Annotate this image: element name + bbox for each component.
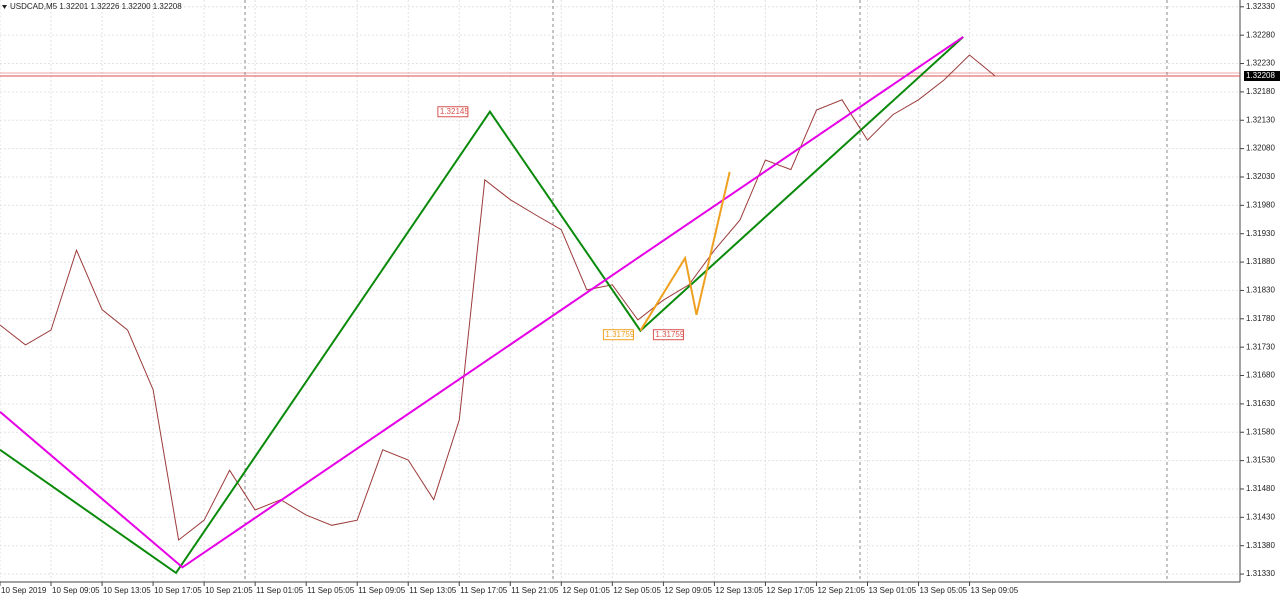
price-line-series [0, 54, 996, 541]
x-tick-label: 10 Sep 17:05 [154, 586, 202, 595]
y-tick-label: 1.32030 [1246, 172, 1275, 181]
y-tick-label: 1.31780 [1246, 314, 1275, 323]
y-tick-label: 1.31530 [1246, 456, 1275, 465]
y-tick-label: 1.31680 [1246, 371, 1275, 380]
y-tick-label: 1.31380 [1246, 541, 1275, 550]
chart-title: USDCAD,M5 1.32201 1.32226 1.32200 1.3220… [10, 2, 182, 11]
x-tick-label: 10 Sep 13:05 [103, 586, 151, 595]
y-tick-label: 1.31880 [1246, 257, 1275, 266]
x-tick-label: 13 Sep 09:05 [971, 586, 1019, 595]
y-tick-label: 1.32080 [1246, 144, 1275, 153]
x-tick-label: 12 Sep 21:05 [817, 586, 865, 595]
x-tick-label: 13 Sep 05:05 [920, 586, 968, 595]
high-label: 1.32145 [440, 107, 469, 116]
zigzag-line [0, 36, 964, 575]
y-tick-label: 1.31580 [1246, 427, 1275, 436]
y-tick-label: 1.31330 [1246, 569, 1275, 578]
x-tick-label: 10 Sep 09:05 [52, 586, 100, 595]
y-tick-label: 1.32180 [1246, 87, 1275, 96]
low-label-box [652, 329, 684, 341]
x-tick-label: 10 Sep 21:05 [205, 586, 253, 595]
x-tick-label: 11 Sep 17:05 [460, 586, 508, 595]
x-tick-label: 12 Sep 17:05 [766, 586, 814, 595]
current-price-box [1244, 71, 1280, 82]
high-label-box [437, 106, 469, 118]
low-label: 1.31759 [605, 330, 634, 339]
y-tick-label: 1.31730 [1246, 342, 1275, 351]
x-tick-label: 11 Sep 13:05 [409, 586, 457, 595]
x-tick-label: 12 Sep 09:05 [664, 586, 712, 595]
x-tick-label: 12 Sep 13:05 [715, 586, 763, 595]
y-tick-label: 1.31980 [1246, 200, 1275, 209]
x-tick-label: 12 Sep 05:05 [613, 586, 661, 595]
title-icon [2, 5, 7, 9]
x-tick-label: 11 Sep 01:05 [256, 586, 304, 595]
y-tick-label: 1.31430 [1246, 512, 1275, 521]
y-tick-label: 1.31630 [1246, 399, 1275, 408]
x-tick-label: 11 Sep 21:05 [511, 586, 559, 595]
y-tick-label: 1.31480 [1246, 484, 1275, 493]
low-label-box [602, 329, 634, 341]
y-tick-label: 1.31930 [1246, 229, 1275, 238]
y-tick-label: 1.32330 [1246, 2, 1275, 11]
zigzag-line [639, 171, 731, 332]
x-tick-label: 12 Sep 01:05 [562, 586, 610, 595]
y-tick-label: 1.32280 [1246, 30, 1275, 39]
x-tick-label: 11 Sep 05:05 [307, 586, 355, 595]
x-tick-label: 10 Sep 2019 [1, 586, 47, 595]
low-label: 1.31759 [655, 330, 684, 339]
zigzag-line [0, 36, 964, 569]
y-tick-label: 1.32130 [1246, 115, 1275, 124]
current-price-label: 1.32208 [1246, 71, 1275, 80]
y-tick-label: 1.31830 [1246, 286, 1275, 295]
x-tick-label: 11 Sep 09:05 [358, 586, 406, 595]
x-tick-label: 13 Sep 01:05 [868, 586, 916, 595]
y-tick-label: 1.32230 [1246, 59, 1275, 68]
